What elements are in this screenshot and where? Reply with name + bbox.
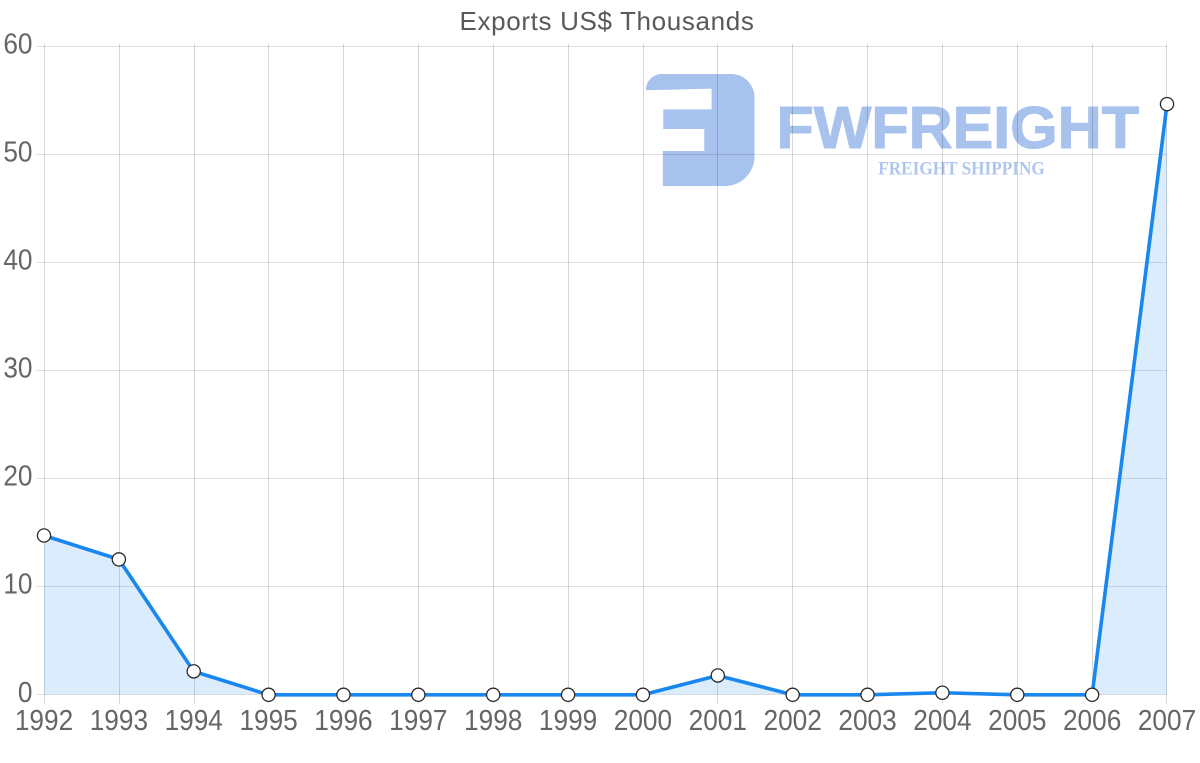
svg-text:1993: 1993 — [90, 704, 148, 736]
svg-text:2000: 2000 — [614, 704, 672, 736]
svg-text:2002: 2002 — [764, 704, 822, 736]
svg-text:1999: 1999 — [539, 704, 597, 736]
svg-text:1994: 1994 — [165, 704, 223, 736]
svg-text:2004: 2004 — [913, 704, 971, 736]
svg-text:FWFREIGHT: FWFREIGHT — [777, 95, 1140, 161]
svg-text:Exports US$ Thousands: Exports US$ Thousands — [460, 6, 755, 36]
svg-text:FREIGHT SHIPPING: FREIGHT SHIPPING — [878, 159, 1045, 180]
svg-text:1998: 1998 — [464, 704, 522, 736]
svg-text:2006: 2006 — [1063, 704, 1121, 736]
svg-text:20: 20 — [3, 460, 32, 492]
svg-text:1997: 1997 — [389, 704, 447, 736]
svg-text:2007: 2007 — [1138, 704, 1196, 736]
svg-text:60: 60 — [3, 27, 32, 59]
svg-text:1995: 1995 — [239, 704, 297, 736]
svg-text:2005: 2005 — [988, 704, 1046, 736]
svg-text:1992: 1992 — [15, 704, 73, 736]
svg-text:50: 50 — [3, 135, 32, 167]
svg-text:2003: 2003 — [838, 704, 896, 736]
svg-text:2001: 2001 — [689, 704, 747, 736]
svg-text:40: 40 — [3, 243, 32, 275]
svg-text:0: 0 — [18, 676, 33, 708]
svg-text:30: 30 — [3, 352, 32, 384]
svg-text:10: 10 — [3, 568, 32, 600]
svg-text:1996: 1996 — [314, 704, 372, 736]
